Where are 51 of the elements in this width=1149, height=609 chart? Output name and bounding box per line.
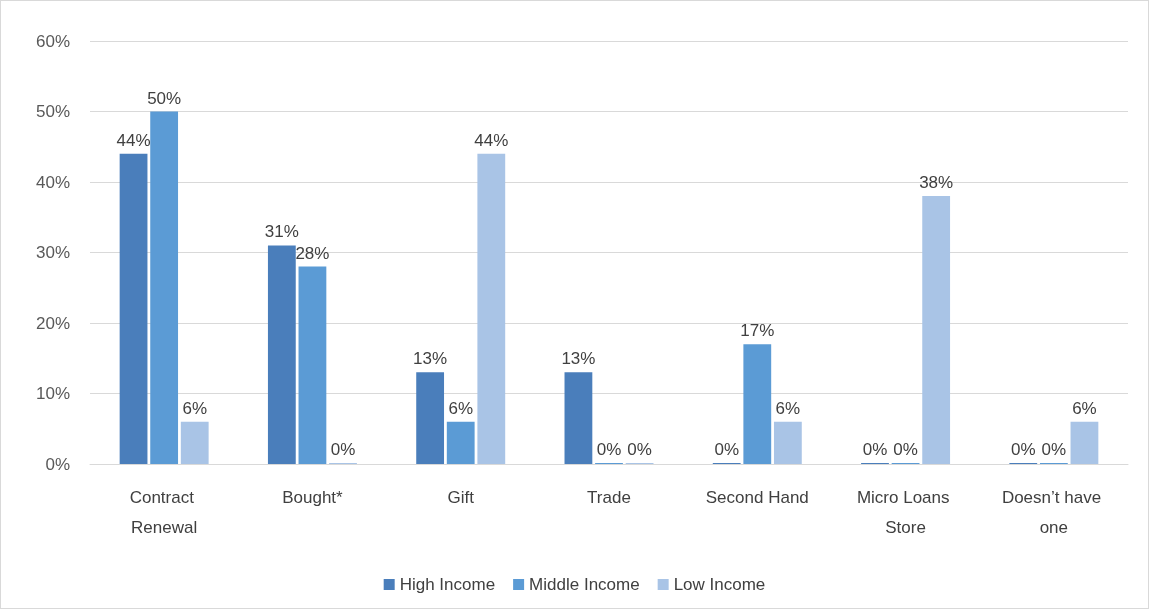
data-label: 0% bbox=[1041, 440, 1067, 459]
y-tick-label: 20% bbox=[35, 313, 70, 333]
bar bbox=[267, 245, 296, 464]
y-tick-label: 50% bbox=[35, 102, 70, 121]
data-label: 44% bbox=[116, 130, 151, 150]
x-tick-label: Trade bbox=[587, 487, 631, 507]
legend-label: Low Income bbox=[673, 575, 766, 594]
x-tick-label: Second Hand bbox=[705, 487, 809, 507]
y-tick-label: 40% bbox=[35, 172, 70, 192]
bar bbox=[416, 372, 445, 464]
data-label: 13% bbox=[413, 349, 448, 369]
legend-label: Middle Income bbox=[529, 575, 640, 594]
data-label: 6% bbox=[775, 398, 801, 418]
bar bbox=[477, 153, 506, 464]
x-tick-label: Gift bbox=[447, 487, 475, 507]
data-label: 0% bbox=[627, 440, 652, 459]
x-tick-label: Micro Loans Store bbox=[856, 487, 955, 537]
data-label: 0% bbox=[596, 440, 622, 459]
data-label: 0% bbox=[862, 440, 888, 459]
bar bbox=[298, 266, 327, 464]
legend-label: High Income bbox=[399, 575, 496, 594]
x-tick-label: Doesn’t have one bbox=[1001, 487, 1106, 537]
bar bbox=[446, 421, 475, 464]
data-label: 6% bbox=[1072, 398, 1097, 418]
bar bbox=[773, 421, 802, 464]
bar bbox=[743, 344, 772, 464]
data-label: 6% bbox=[182, 398, 208, 418]
y-tick-label: 0% bbox=[45, 454, 70, 474]
x-tick-label: Contract Renewal bbox=[129, 487, 199, 537]
data-label: 38% bbox=[919, 173, 954, 193]
data-label: 28% bbox=[295, 243, 330, 263]
data-label: 0% bbox=[1010, 440, 1036, 459]
data-label: 31% bbox=[264, 222, 299, 242]
data-label: 0% bbox=[714, 440, 739, 459]
data-label: 6% bbox=[448, 398, 473, 418]
bar bbox=[564, 372, 593, 464]
data-label: 17% bbox=[740, 321, 775, 341]
y-tick-label: 30% bbox=[35, 243, 70, 262]
data-label: 44% bbox=[474, 130, 509, 150]
bar bbox=[180, 421, 209, 464]
x-tick-label: Bought* bbox=[282, 487, 344, 507]
bar bbox=[150, 111, 179, 464]
bar bbox=[119, 153, 148, 464]
bar bbox=[1070, 421, 1099, 464]
y-tick-label: 10% bbox=[35, 384, 70, 403]
data-label: 50% bbox=[147, 88, 182, 108]
data-label: 13% bbox=[561, 349, 596, 369]
data-label: 0% bbox=[893, 440, 918, 459]
data-label: 0% bbox=[330, 440, 356, 459]
y-tick-label: 60% bbox=[35, 31, 70, 51]
bar bbox=[922, 196, 951, 464]
